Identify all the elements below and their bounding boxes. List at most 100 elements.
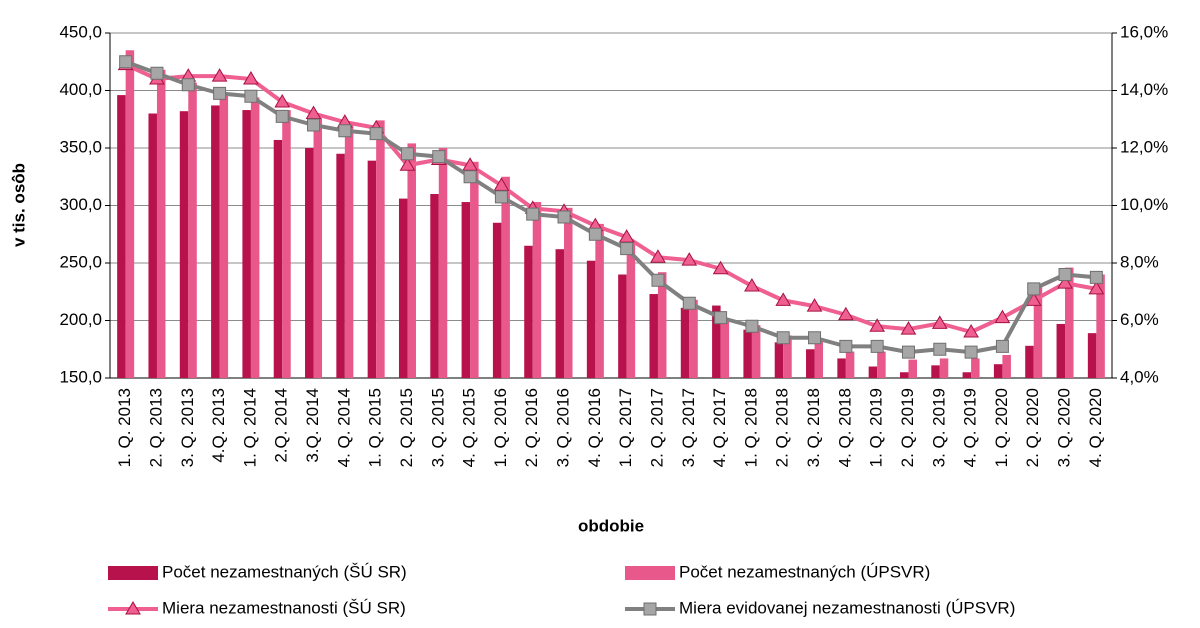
y-tick-label: 200,0 (59, 310, 102, 329)
bar (501, 176, 510, 378)
y2-tick-label: 10,0% (1120, 195, 1168, 214)
x-tick-label: 1. Q. 2017 (616, 388, 635, 467)
line (124, 59, 1097, 355)
x-tick-label: 4. Q. 2015 (460, 388, 479, 467)
bar (1087, 333, 1097, 378)
bar (649, 294, 658, 378)
marker (494, 190, 508, 204)
marker (745, 319, 759, 333)
bar (219, 92, 229, 379)
bar (1002, 355, 1011, 378)
marker (869, 318, 886, 332)
marker (837, 306, 854, 321)
legend-marker (125, 601, 141, 615)
x-tick-label: 1. Q. 2013 (115, 388, 134, 467)
bar (376, 120, 385, 379)
bar (939, 358, 949, 378)
bar (313, 118, 323, 378)
bar (814, 340, 824, 378)
x-tick-label: 4. Q. 2020 (1086, 388, 1105, 467)
x-tick-label: 2. Q. 2015 (397, 388, 416, 467)
bar (282, 110, 291, 379)
bar (242, 110, 251, 379)
marker (931, 315, 948, 329)
x-tick-label: 2. Q. 2016 (522, 388, 541, 467)
bar (524, 245, 533, 378)
marker (900, 321, 917, 335)
marker (712, 260, 729, 275)
line (124, 62, 1097, 334)
bar (407, 143, 416, 378)
legend-swatch (108, 566, 158, 580)
bar (680, 307, 690, 378)
bar (618, 274, 627, 378)
marker (901, 345, 915, 359)
marker (275, 109, 289, 123)
marker (933, 342, 947, 356)
bar (595, 223, 604, 378)
bar (868, 366, 878, 378)
legend-label: Počet nezamestnaných (ŠÚ SR) (162, 562, 407, 581)
bar (211, 105, 220, 378)
marker (1089, 270, 1103, 284)
bar (273, 139, 283, 378)
bar (1033, 287, 1043, 378)
bar (720, 318, 730, 378)
bar (336, 153, 345, 378)
y-tick-label: 250,0 (59, 252, 102, 271)
bar (179, 111, 189, 378)
bar (438, 148, 448, 378)
x-tick-label: 2. Q. 2020 (1023, 388, 1042, 467)
bar (586, 260, 596, 378)
bar (743, 329, 752, 378)
bar (305, 148, 314, 378)
bar (117, 95, 126, 378)
y2-tick-label: 4,0% (1120, 367, 1159, 386)
legend-swatch (625, 566, 675, 580)
bar (899, 372, 909, 378)
y2-tick-label: 14,0% (1120, 80, 1168, 99)
marker (432, 150, 446, 164)
x-tick-label: 3. Q. 2020 (1055, 388, 1074, 467)
y-tick-label: 450,0 (59, 22, 102, 41)
bar (837, 358, 846, 378)
bar (555, 249, 565, 378)
bar (398, 198, 408, 378)
bar (971, 358, 980, 378)
marker (211, 68, 228, 82)
marker (714, 311, 728, 325)
bar (250, 97, 260, 379)
marker (399, 157, 416, 171)
x-tick-label: 3. Q. 2016 (554, 388, 573, 467)
x-axis-label: obdobie (578, 516, 644, 535)
y2-tick-label: 12,0% (1120, 137, 1168, 156)
marker (744, 278, 760, 292)
x-tick-label: 1. Q. 2015 (366, 388, 385, 467)
x-tick-label: 4. Q. 2014 (334, 388, 353, 467)
x-tick-label: 4.Q. 2013 (209, 388, 228, 463)
y-tick-label: 400,0 (59, 80, 102, 99)
bar (470, 161, 479, 378)
bar (344, 122, 354, 378)
x-tick-label: 1. Q. 2019 (867, 388, 886, 467)
marker (1058, 268, 1072, 281)
x-tick-label: 3. Q. 2017 (679, 388, 698, 467)
marker (1027, 282, 1041, 296)
x-tick-label: 2. Q. 2018 (773, 388, 792, 467)
bar (156, 69, 166, 379)
bar (532, 202, 542, 378)
marker (307, 118, 321, 132)
legend-label: Počet nezamestnaných (ÚPSVR) (679, 562, 930, 581)
legend-label: Miera evidovanej nezamestnanosti (ÚPSVR) (679, 598, 1015, 617)
bar (845, 351, 855, 378)
marker (620, 242, 634, 256)
marker (651, 273, 665, 287)
bar (1056, 323, 1066, 378)
marker (243, 71, 259, 85)
marker (213, 86, 227, 100)
marker (776, 331, 790, 345)
x-tick-label: 4. Q. 2018 (835, 388, 854, 467)
x-tick-label: 1. Q. 2018 (741, 388, 760, 467)
bar (1025, 345, 1034, 378)
bar (689, 299, 698, 378)
